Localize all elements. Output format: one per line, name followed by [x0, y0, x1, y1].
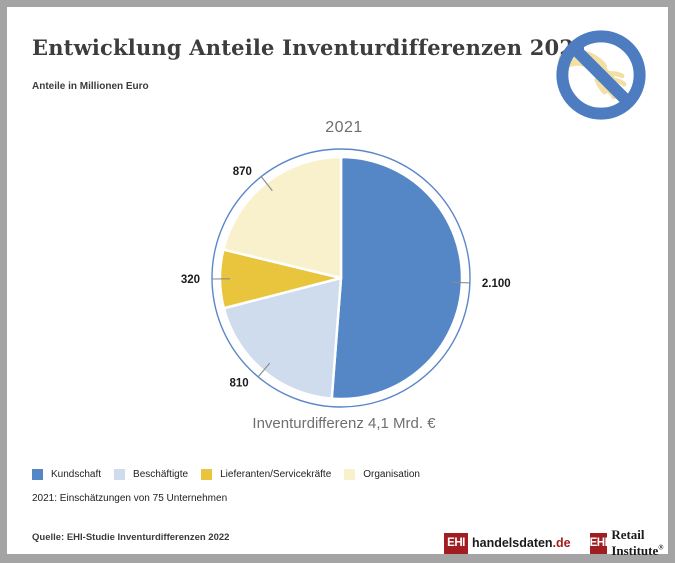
source-text: Quelle: EHI-Studie Inventurdifferenzen 2…	[32, 532, 230, 543]
legend-label: Kundschaft	[51, 469, 102, 480]
logo-handelsdaten: EHI handelsdaten.de	[444, 532, 571, 554]
legend: Kundschaft Beschäftigte Lieferanten/Servic…	[32, 469, 420, 480]
pie-chart: 2.100 810 320 870	[181, 148, 511, 408]
logo-retail-institute: EHI Retail Institute®	[589, 527, 670, 559]
footer-logos: EHI handelsdaten.de EHI Retail Institute…	[444, 527, 670, 559]
no-theft-hand-icon	[556, 30, 646, 120]
pie-value-label-2: 320	[181, 274, 200, 286]
legend-label: Organisation	[363, 469, 420, 480]
pie-slice-0	[330, 155, 464, 401]
logo-handelsdaten-text: handelsdaten.de	[472, 536, 571, 550]
legend-swatch	[201, 469, 213, 480]
legend-swatch	[32, 469, 43, 480]
ehi-logo-box: EHI	[444, 532, 468, 554]
note-text: 2021: Einschätzungen von 75 Unternehmen	[32, 493, 228, 504]
pie-value-label-3: 870	[233, 166, 252, 178]
legend-item-0: Kundschaft	[32, 469, 101, 480]
pie-value-label-0: 2.100	[482, 278, 511, 290]
chart-year-label: 2021	[325, 119, 363, 136]
legend-item-2: Lieferanten/Servicekräfte	[201, 469, 331, 480]
pie-value-label-1: 810	[229, 377, 248, 389]
legend-item-1: Beschäftigte	[114, 469, 188, 480]
legend-swatch	[114, 469, 126, 480]
legend-label: Beschäftigte	[133, 469, 189, 480]
page-subtitle: Anteile in Millionen Euro	[32, 81, 149, 92]
legend-item-3: Organisation	[344, 469, 420, 480]
ehi-logo-box: EHI	[589, 532, 608, 554]
logo-retail-institute-text: Retail Institute®	[611, 527, 664, 558]
registered-mark: ®	[658, 543, 664, 552]
legend-swatch	[344, 469, 356, 480]
chart-caption: Inventurdifferenz 4,1 Mrd. €	[252, 415, 436, 432]
page-title: Entwicklung Anteile Inventurdifferenzen …	[32, 35, 589, 60]
legend-label: Lieferanten/Servicekräfte	[220, 469, 332, 480]
page: Entwicklung Anteile Inventurdifferenzen …	[7, 7, 668, 558]
